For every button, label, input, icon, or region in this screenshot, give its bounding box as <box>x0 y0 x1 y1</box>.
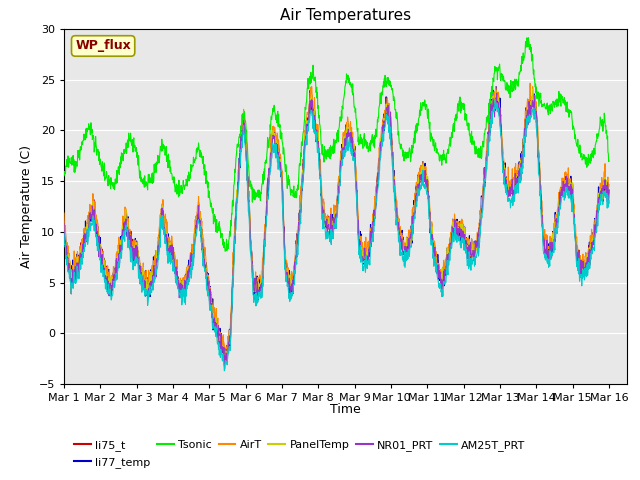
X-axis label: Time: Time <box>330 403 361 416</box>
Text: WP_flux: WP_flux <box>76 39 131 52</box>
Y-axis label: Air Temperature (C): Air Temperature (C) <box>20 145 33 268</box>
Legend: li75_t, li77_temp, Tsonic, AirT, PanelTemp, NR01_PRT, AM25T_PRT: li75_t, li77_temp, Tsonic, AirT, PanelTe… <box>70 436 530 472</box>
Title: Air Temperatures: Air Temperatures <box>280 9 411 24</box>
